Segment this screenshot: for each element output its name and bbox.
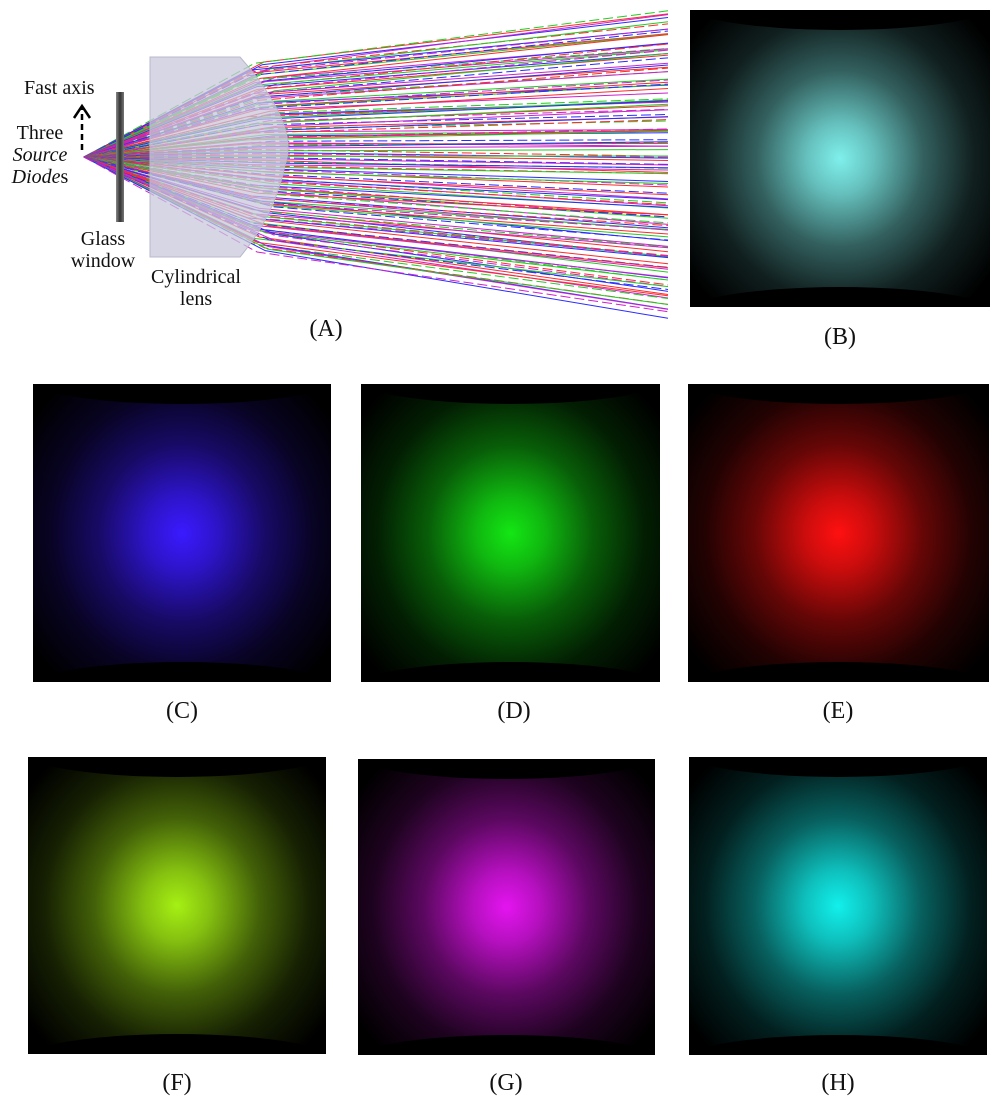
spot-b-rim-top bbox=[690, 10, 990, 30]
caption-g: (G) bbox=[489, 1070, 523, 1096]
ray-line bbox=[83, 10, 669, 158]
ray-line bbox=[83, 43, 669, 158]
ray-line bbox=[83, 156, 669, 206]
caption-f: (F) bbox=[162, 1070, 192, 1096]
source-label-line1: Three bbox=[16, 122, 64, 144]
spot-d bbox=[361, 384, 660, 682]
ray-line bbox=[83, 156, 669, 290]
ray-line bbox=[83, 34, 669, 158]
fast-axis-label: Fast axis bbox=[24, 77, 95, 99]
spot-g bbox=[358, 759, 655, 1055]
spot-h bbox=[689, 757, 987, 1055]
caption-h: (H) bbox=[821, 1070, 855, 1096]
spot-d-glow bbox=[361, 384, 660, 682]
spot-f-glow bbox=[28, 757, 326, 1054]
spot-h-rim-top bbox=[689, 757, 987, 777]
caption-e: (E) bbox=[822, 698, 854, 724]
spot-b bbox=[690, 10, 990, 307]
spot-c bbox=[33, 384, 331, 682]
spot-h-rim-bottom bbox=[689, 1035, 987, 1055]
ray-line bbox=[83, 71, 669, 158]
caption-b: (B) bbox=[824, 324, 856, 350]
source-label-diode: Diode bbox=[11, 166, 61, 188]
cylindrical-lens-label: Cylindrical lens bbox=[136, 266, 256, 310]
fast-axis-arrowhead bbox=[72, 103, 92, 119]
spot-g-rim-top bbox=[358, 759, 655, 779]
ray-line bbox=[83, 156, 669, 310]
glass-label-line2: window bbox=[70, 250, 136, 272]
spot-d-rim-top bbox=[361, 384, 660, 404]
lens-label-line1: Cylindrical bbox=[151, 266, 241, 288]
source-diodes-label: Three Source Diodes bbox=[2, 122, 78, 188]
spot-b-rim-bottom bbox=[690, 287, 990, 307]
glass-window-label: Glass window bbox=[58, 228, 148, 272]
ray-line bbox=[83, 156, 669, 313]
glass-label-line1: Glass bbox=[80, 228, 126, 250]
ray-trace-svg bbox=[72, 10, 669, 319]
caption-a: (A) bbox=[309, 316, 343, 342]
spot-g-glow bbox=[358, 759, 655, 1055]
spot-h-glow bbox=[689, 757, 987, 1055]
ray-line bbox=[83, 113, 669, 158]
spot-f bbox=[28, 757, 326, 1054]
caption-d: (D) bbox=[497, 698, 531, 724]
caption-c: (C) bbox=[166, 698, 198, 724]
source-label-line2: Source bbox=[12, 144, 68, 166]
ray-line bbox=[83, 156, 669, 269]
spot-b-glow bbox=[690, 10, 990, 307]
spot-e-rim-top bbox=[688, 384, 989, 404]
spot-f-rim-bottom bbox=[28, 1034, 326, 1054]
ray-line bbox=[83, 156, 669, 319]
ray-diagram-panel: Fast axis Three Source Diodes Glass wind… bbox=[0, 0, 670, 320]
spot-e-rim-bottom bbox=[688, 662, 989, 682]
glass-window-shape bbox=[116, 92, 124, 222]
lens-label-line2: lens bbox=[179, 288, 213, 310]
ray-line bbox=[83, 156, 669, 292]
ray-line bbox=[83, 156, 669, 241]
spot-d-rim-bottom bbox=[361, 662, 660, 682]
source-label-s: s bbox=[60, 166, 69, 188]
spot-c-rim-top bbox=[33, 384, 331, 404]
source-label-line3: Diodes bbox=[2, 166, 78, 188]
cylindrical-lens-shape bbox=[149, 56, 289, 258]
ray-line bbox=[83, 156, 669, 306]
spot-e-glow bbox=[688, 384, 989, 682]
spot-c-rim-bottom bbox=[33, 662, 331, 682]
spot-g-rim-bottom bbox=[358, 1035, 655, 1055]
spot-c-glow bbox=[33, 384, 331, 682]
spot-f-rim-top bbox=[28, 757, 326, 777]
ray-line bbox=[83, 156, 669, 257]
ray-line bbox=[83, 156, 669, 287]
spot-e bbox=[688, 384, 989, 682]
